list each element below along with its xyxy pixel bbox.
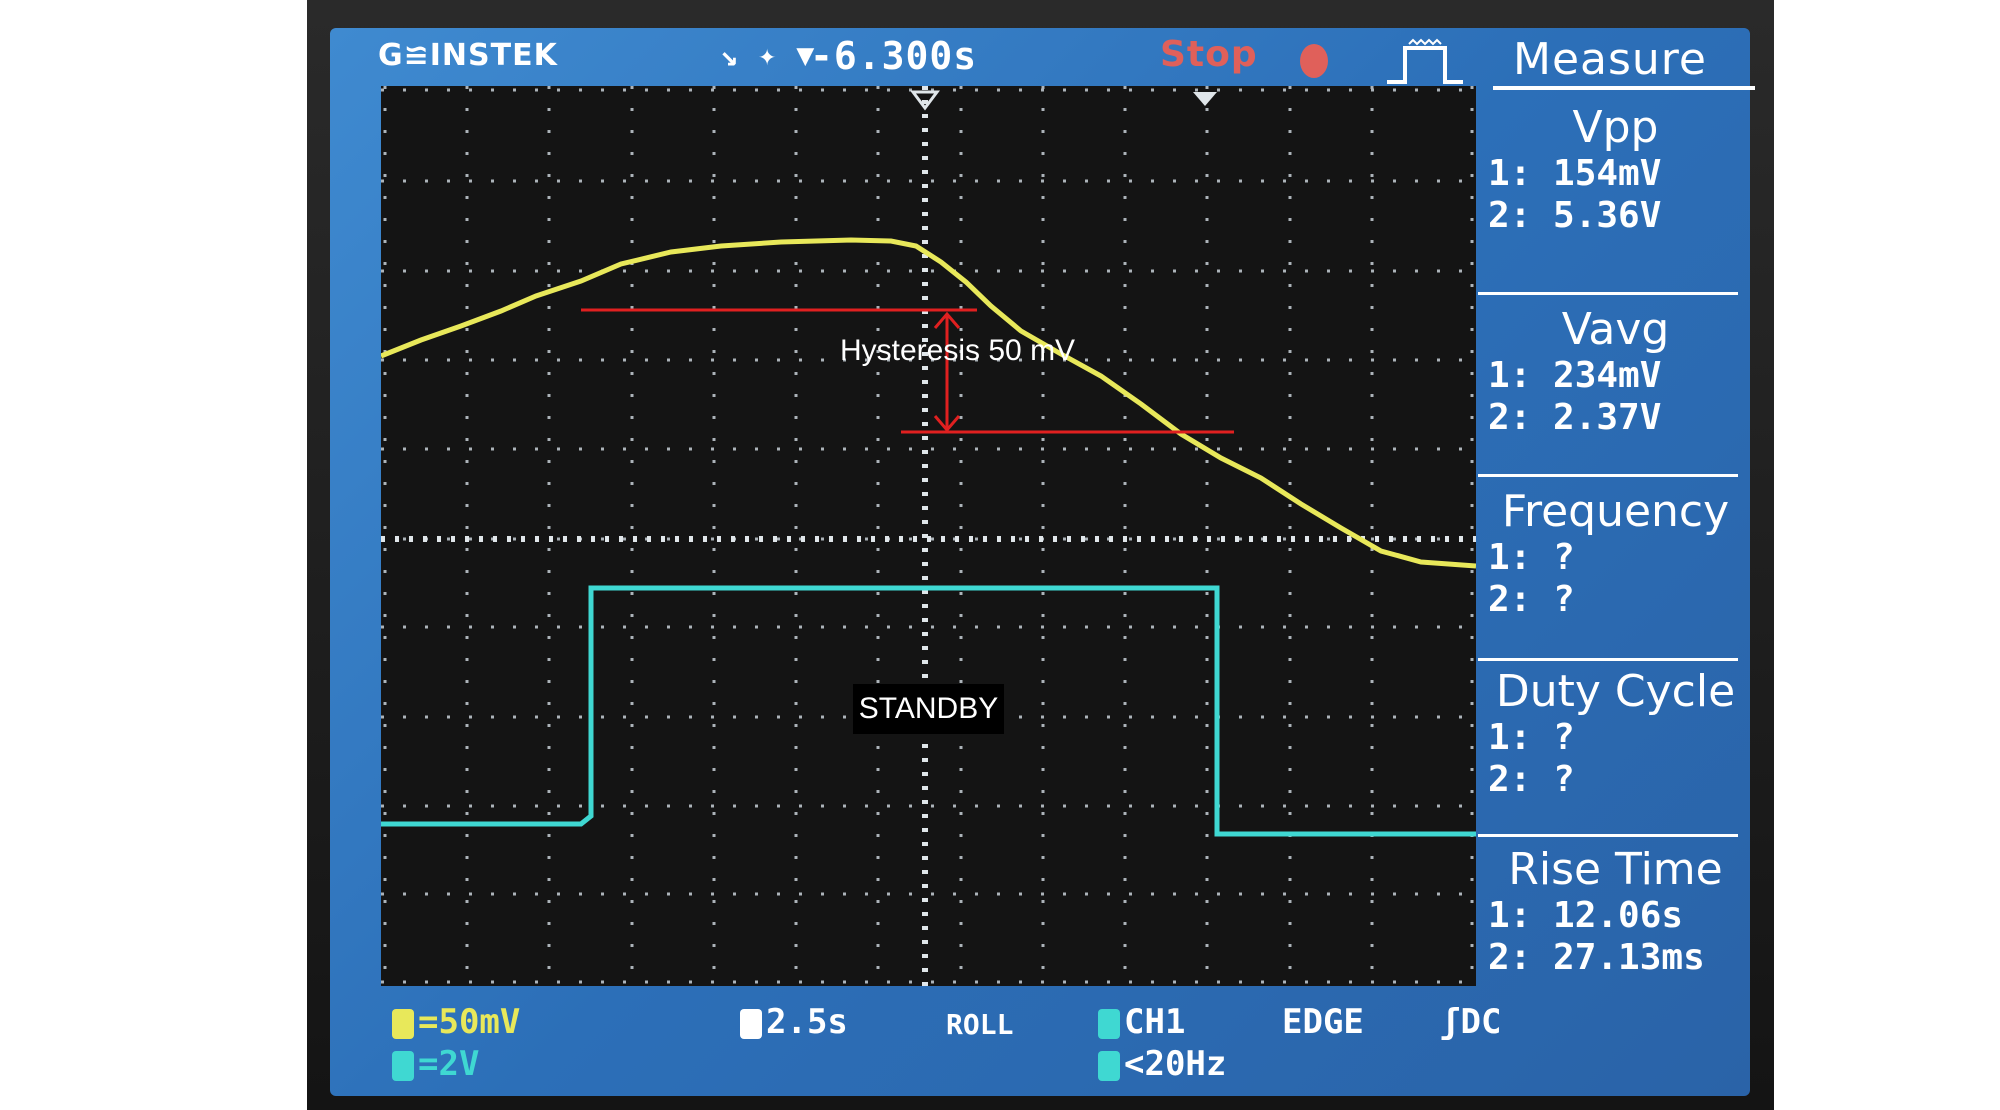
ch1-indicator-icon [392, 1008, 414, 1039]
measure-duty-cycle[interactable]: Duty Cycle 1: ? 2: ? [1478, 666, 1753, 801]
measure-ch1-value: 1: 12.06s [1488, 895, 1684, 936]
stop-dot-icon [1300, 44, 1328, 78]
filter-value: <20Hz [1124, 1044, 1227, 1084]
timebase-icon [740, 1008, 762, 1039]
acquisition-mode: ROLL [946, 1008, 1014, 1041]
ch1-scale[interactable]: =50mV [392, 1002, 520, 1042]
trigger-arrows-icon: ↘ ✦ ▼ [720, 38, 816, 73]
run-status: Stop [1160, 34, 1258, 75]
measure-label: Frequency [1501, 486, 1730, 537]
center-axes [381, 86, 1476, 986]
measure-ch2-value: 2: ? [1488, 579, 1575, 620]
trigger-type[interactable]: EDGE [1282, 1002, 1364, 1042]
measure-rise-time[interactable]: Rise Time 1: 12.06s 2: 27.13ms [1478, 844, 1753, 979]
ch1-scale-value: =50mV [418, 1002, 521, 1042]
brand-logo: G≌INSTEK [378, 38, 558, 73]
coupling-value: DC [1460, 1002, 1502, 1042]
hysteresis-label: Hysteresis 50 mV [840, 334, 1076, 367]
trigger-level-marker [1193, 92, 1217, 106]
oscilloscope-screen: G≌INSTEK ↘ ✦ ▼ -6.300s Stop Measure [330, 28, 1755, 1096]
timebase-value: 2.5s [766, 1002, 848, 1042]
ch2-indicator-icon [392, 1050, 414, 1081]
measure-label: Duty Cycle [1495, 666, 1736, 717]
trigger-waveform-icon [1387, 38, 1463, 84]
measure-ch1-value: 1: ? [1488, 537, 1575, 578]
waveform-display [380, 86, 1477, 986]
measure-ch2-value: 2: 5.36V [1488, 195, 1662, 236]
measure-divider [1478, 658, 1738, 661]
waveform-grid [380, 86, 1477, 986]
measure-ch2-value: 2: 27.13ms [1488, 937, 1705, 978]
measure-frequency[interactable]: Frequency 1: ? 2: ? [1478, 486, 1753, 621]
measure-divider [1478, 292, 1738, 295]
measure-vavg[interactable]: Vavg 1: 234mV 2: 2.37V [1478, 304, 1753, 439]
measure-divider [1478, 474, 1738, 477]
measure-divider [1493, 86, 1755, 90]
measure-ch2-value: 2: 2.37V [1488, 397, 1662, 438]
measure-ch1-value: 1: ? [1488, 717, 1575, 758]
measure-title: Measure [1513, 34, 1707, 85]
measure-ch1-value: 1: 234mV [1488, 355, 1662, 396]
trigger-source[interactable]: CH1 [1098, 1002, 1185, 1042]
measure-vpp[interactable]: Vpp 1: 154mV 2: 5.36V [1478, 102, 1753, 237]
filter-icon [1098, 1050, 1120, 1081]
measure-divider [1478, 834, 1738, 837]
trigger-filter[interactable]: <20Hz [1098, 1044, 1226, 1084]
trigger-position-marker [910, 90, 940, 111]
measure-ch1-value: 1: 154mV [1488, 153, 1662, 194]
time-offset: -6.300s [810, 34, 978, 78]
ch2-scale-value: =2V [418, 1044, 480, 1084]
measure-panel: Vpp 1: 154mV 2: 5.36V Vavg 1: 234mV 2: 2… [1478, 92, 1753, 1012]
ch2-scale[interactable]: =2V [392, 1044, 479, 1084]
measure-label: Rise Time [1508, 844, 1723, 895]
trigger-source-icon [1098, 1008, 1120, 1039]
grid-lines [381, 86, 1476, 986]
trigger-source-value: CH1 [1124, 1002, 1186, 1042]
hysteresis-lines [581, 308, 1234, 434]
ch1-trace [380, 237, 1477, 569]
trigger-coupling[interactable]: ʃDC [1440, 1002, 1501, 1042]
status-footer: =50mV =2V 2.5s ROLL CH1 EDGE ʃDC <20Hz [330, 988, 1750, 1088]
measure-label: Vpp [1572, 102, 1659, 153]
ch2-trace [381, 585, 1476, 837]
measure-label: Vavg [1561, 304, 1670, 355]
rising-edge-icon: ʃ [1440, 1002, 1461, 1042]
measure-ch2-value: 2: ? [1488, 759, 1575, 800]
standby-label: STANDBY [853, 684, 1004, 734]
timebase[interactable]: 2.5s [740, 1002, 848, 1042]
